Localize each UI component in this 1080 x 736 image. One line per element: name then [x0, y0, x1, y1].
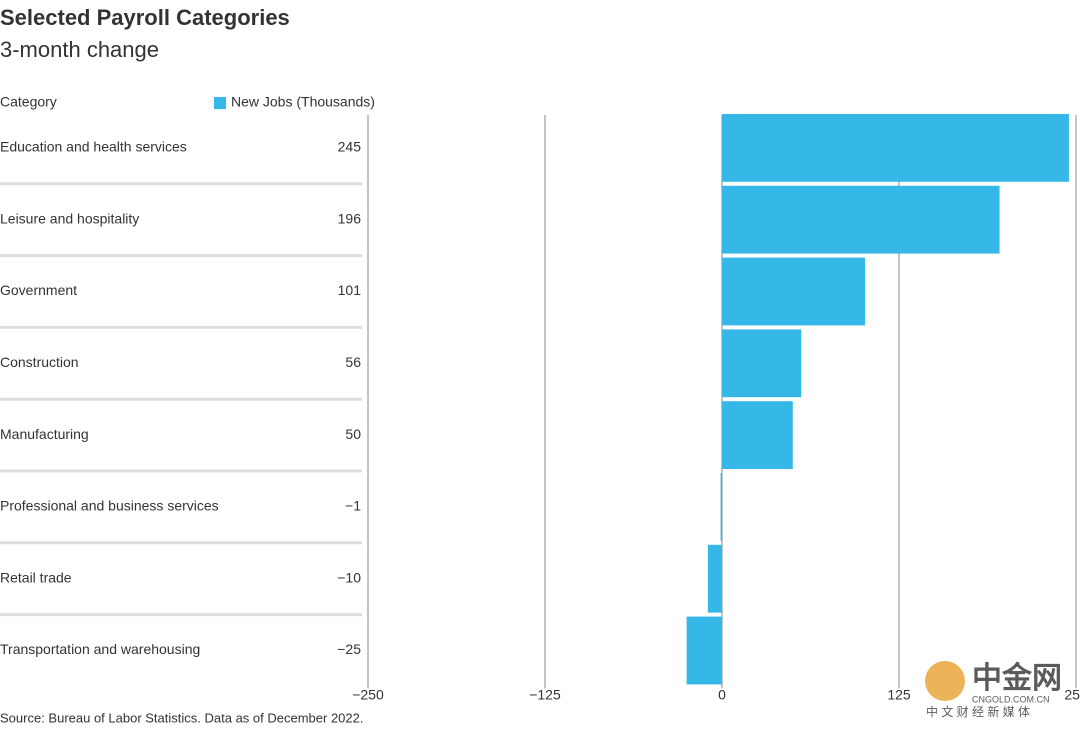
value-label: −10 [337, 569, 361, 585]
chart-subtitle: 3-month change [0, 37, 159, 62]
category-label: Professional and business services [0, 498, 219, 514]
bar [707, 544, 722, 613]
legend-swatch [214, 97, 226, 109]
value-label: 56 [345, 354, 361, 370]
bar [722, 257, 866, 326]
value-label: 196 [338, 210, 362, 226]
watermark-logo: 中金网 [972, 661, 1062, 695]
watermark-site: CNGOLD.COM.CN [972, 694, 1050, 704]
category-label: Government [0, 282, 77, 298]
legend-label: New Jobs (Thousands) [231, 94, 375, 110]
category-header: Category [0, 94, 57, 110]
x-tick-label: −125 [529, 687, 561, 703]
bar [722, 329, 802, 398]
value-label: 50 [345, 426, 361, 442]
value-label: 245 [338, 139, 362, 155]
bar [720, 473, 723, 541]
x-tick-label: −250 [352, 687, 384, 703]
category-label: Retail trade [0, 569, 72, 585]
x-tick-label: 125 [887, 687, 911, 703]
category-label: Leisure and hospitality [0, 210, 139, 226]
bar [722, 114, 1069, 182]
x-tick-label: 0 [718, 687, 726, 703]
category-label: Transportation and warehousing [0, 641, 200, 657]
category-label: Construction [0, 354, 79, 370]
bar [722, 401, 793, 469]
chart-title: Selected Payroll Categories [0, 5, 290, 30]
category-label: Education and health services [0, 139, 187, 155]
x-tick-label: 250 [1064, 687, 1080, 703]
bar [722, 185, 1000, 254]
watermark-icon [925, 661, 965, 701]
bar [686, 616, 722, 685]
source-note: Source: Bureau of Labor Statistics. Data… [0, 710, 363, 725]
value-label: −1 [345, 498, 361, 514]
watermark-tagline: 中 文 财 经 新 媒 体 [926, 704, 1030, 719]
category-label: Manufacturing [0, 426, 89, 442]
value-label: 101 [338, 282, 362, 298]
value-label: −25 [337, 641, 361, 657]
